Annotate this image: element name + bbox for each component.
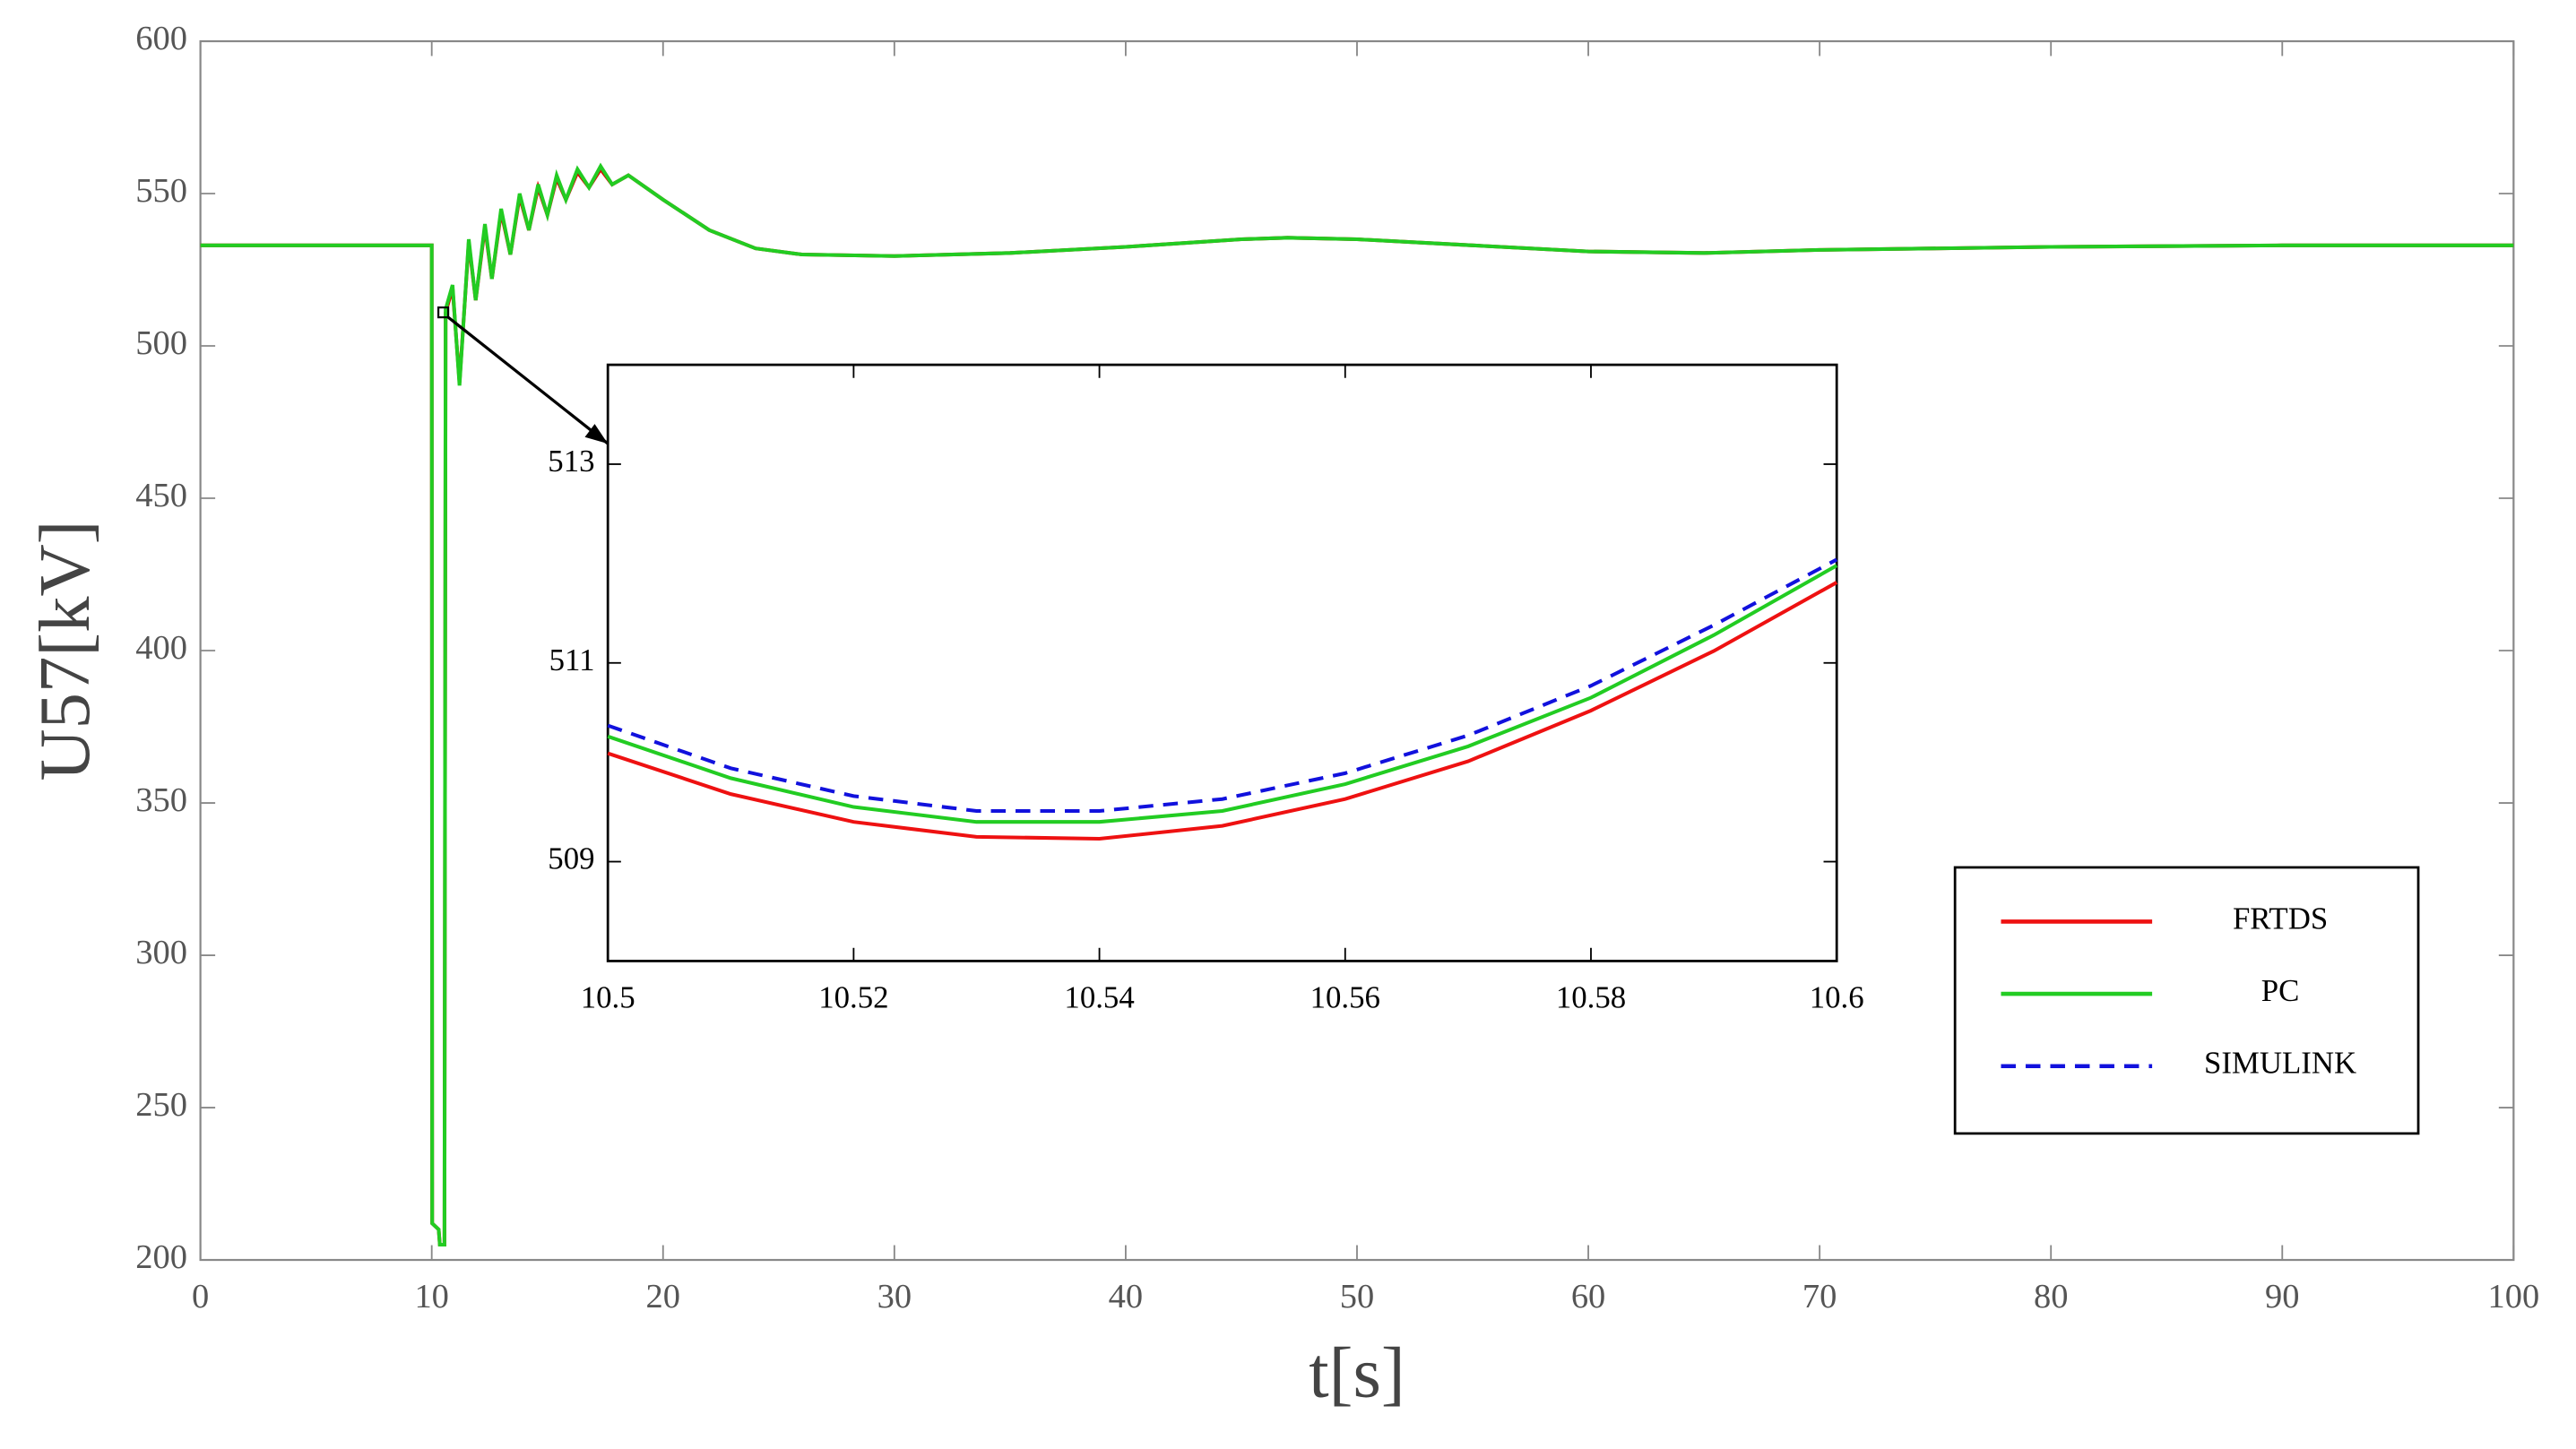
- y-axis-label: U57[kV]: [25, 520, 105, 781]
- x-tick-label: 10.5: [581, 979, 635, 1014]
- x-tick-label: 10.6: [1810, 979, 1864, 1014]
- legend-label: PC: [2261, 973, 2300, 1008]
- x-tick-label: 10.52: [818, 979, 888, 1014]
- x-tick-label: 50: [1340, 1278, 1374, 1315]
- zoom-arrowhead: [584, 424, 609, 444]
- x-tick-label: 100: [2487, 1278, 2539, 1315]
- plot-area: [606, 363, 1838, 962]
- line-series: [607, 581, 1838, 841]
- zoom-marker: [437, 306, 450, 319]
- x-tick-label: 30: [877, 1278, 912, 1315]
- x-tick-label: 10.58: [1556, 979, 1626, 1014]
- x-tick-label: 20: [646, 1278, 680, 1315]
- y-tick-label: 513: [548, 444, 594, 479]
- y-tick-label: 400: [135, 629, 187, 667]
- x-tick-label: 10.56: [1310, 979, 1380, 1014]
- x-tick-label: 60: [1571, 1278, 1605, 1315]
- x-tick-label: 0: [192, 1278, 209, 1315]
- y-tick-label: 511: [549, 643, 595, 677]
- y-tick-label: 550: [135, 172, 187, 210]
- x-tick-label: 10.54: [1064, 979, 1134, 1014]
- x-axis-label: t[s]: [1309, 1333, 1405, 1412]
- x-tick-label: 10: [414, 1278, 448, 1315]
- y-tick-label: 500: [135, 324, 187, 362]
- legend-label: FRTDS: [2233, 901, 2328, 936]
- y-tick-label: 300: [135, 934, 187, 971]
- y-tick-label: 509: [548, 841, 594, 876]
- line-series: [200, 162, 2514, 1247]
- x-tick-label: 40: [1109, 1278, 1143, 1315]
- y-tick-label: 250: [135, 1086, 187, 1124]
- x-tick-label: 70: [1802, 1278, 1837, 1315]
- y-tick-label: 600: [135, 20, 187, 57]
- x-tick-label: 80: [2034, 1278, 2068, 1315]
- line-series: [607, 564, 1838, 824]
- zoom-arrow: [447, 315, 609, 445]
- legend-label: SIMULINK: [2204, 1046, 2356, 1081]
- y-tick-label: 200: [135, 1238, 187, 1276]
- legend-box: [1953, 866, 2420, 1135]
- x-tick-label: 90: [2265, 1278, 2299, 1315]
- line-series: [607, 557, 1838, 814]
- y-tick-label: 350: [135, 781, 187, 819]
- y-tick-label: 450: [135, 477, 187, 514]
